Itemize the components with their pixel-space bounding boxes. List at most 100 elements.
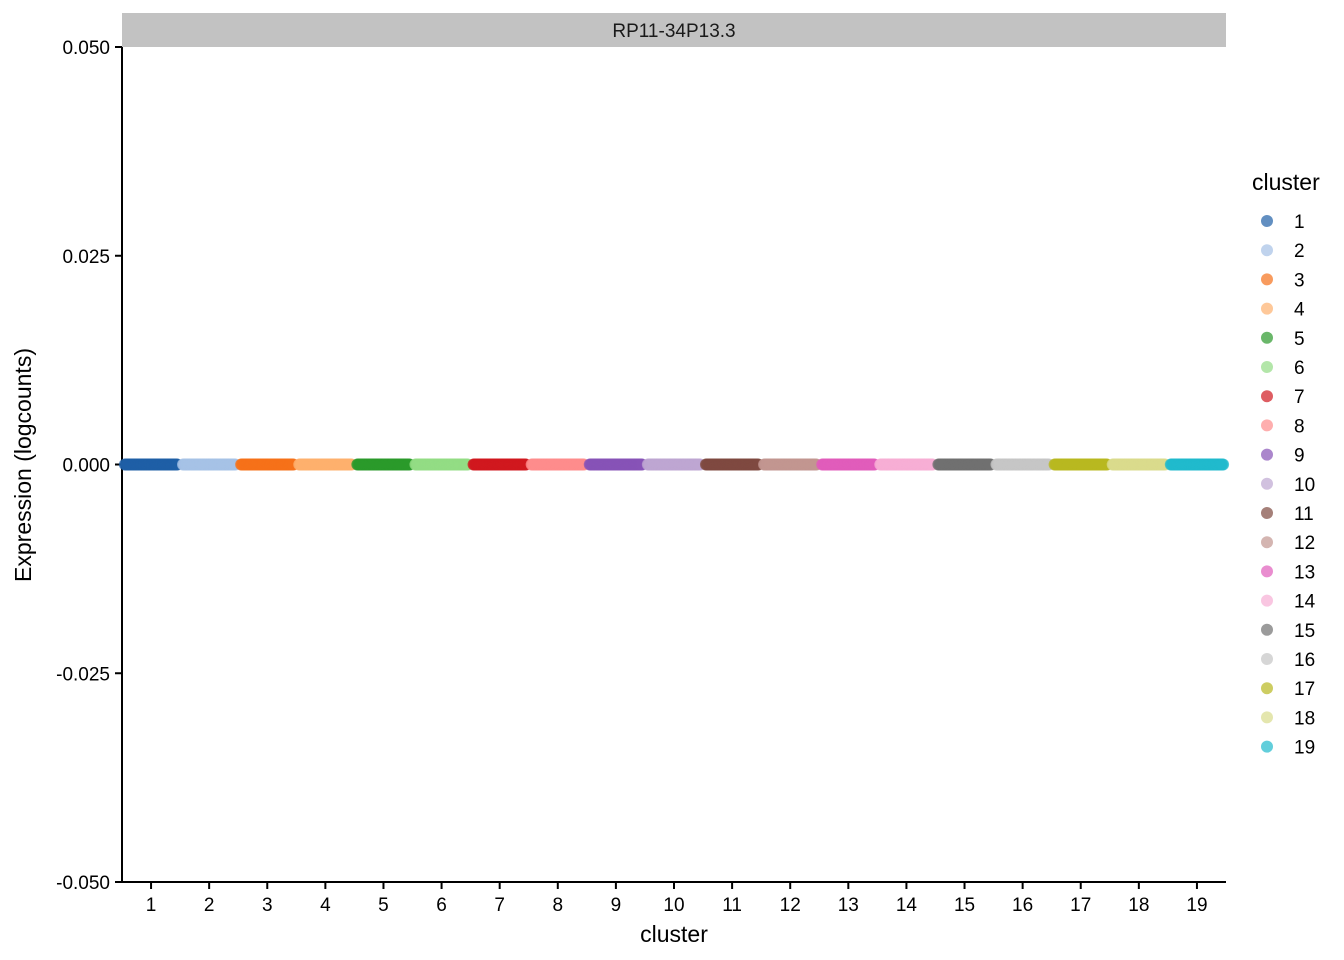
x-tick-label: 4 <box>320 895 331 916</box>
cluster-points-17 <box>1048 458 1113 471</box>
legend-item-8: 8 <box>1261 416 1305 437</box>
legend-label: 1 <box>1294 212 1305 233</box>
legend-swatch <box>1261 419 1273 432</box>
legend-item-16: 16 <box>1261 650 1315 671</box>
x-tick-label: 7 <box>494 895 505 916</box>
cluster-points-7 <box>467 458 532 471</box>
x-tick-label: 17 <box>1070 895 1091 916</box>
legend-item-1: 1 <box>1261 212 1305 233</box>
x-tick-label: 19 <box>1186 895 1207 916</box>
y-axis-ticks: 0.050 0.025 0.000 -0.025 -0.050 <box>56 38 122 894</box>
legend-label: 4 <box>1294 300 1305 321</box>
data-point <box>1217 458 1230 471</box>
legend-item-15: 15 <box>1261 621 1315 642</box>
legend-swatch <box>1261 331 1273 344</box>
legend-label: 14 <box>1294 592 1316 613</box>
legend-swatch <box>1261 623 1273 636</box>
x-tick-label: 13 <box>838 895 859 916</box>
legend-item-7: 7 <box>1261 387 1305 408</box>
cluster-points-6 <box>409 458 474 471</box>
y-axis-title: Expression (logcounts) <box>10 348 36 582</box>
legend-label: 19 <box>1294 738 1315 759</box>
cluster-points-3 <box>235 458 300 471</box>
cluster-points-12 <box>758 458 823 471</box>
legend-swatch <box>1261 361 1273 373</box>
x-tick-label: 6 <box>436 895 447 916</box>
legend-item-9: 9 <box>1261 446 1305 467</box>
cluster-points-4 <box>293 458 358 471</box>
legend-label: 16 <box>1294 650 1315 671</box>
legend-swatch <box>1261 536 1273 549</box>
cluster-points-11 <box>699 458 765 471</box>
legend-item-12: 12 <box>1261 533 1315 554</box>
legend-label: 5 <box>1294 329 1305 350</box>
cluster-points-9 <box>583 458 649 471</box>
legend-item-14: 14 <box>1261 592 1316 613</box>
legend-swatch <box>1261 302 1273 315</box>
x-axis-title: cluster <box>640 921 708 947</box>
legend-label: 13 <box>1294 562 1315 583</box>
x-tick-label: 16 <box>1012 895 1033 916</box>
x-tick-label: 12 <box>780 895 801 916</box>
y-tick-label: 0.050 <box>62 38 110 59</box>
y-tick-label: -0.025 <box>56 664 110 685</box>
legend-swatch <box>1261 390 1273 403</box>
x-tick-label: 18 <box>1128 895 1149 916</box>
legend-label: 18 <box>1294 708 1315 729</box>
legend-title: cluster <box>1252 169 1320 195</box>
legend-item-17: 17 <box>1261 679 1315 700</box>
legend-swatch <box>1261 653 1273 665</box>
cluster-points-14 <box>874 458 939 471</box>
legend-item-3: 3 <box>1261 270 1305 291</box>
legend-swatch <box>1261 565 1273 578</box>
x-tick-label: 10 <box>663 895 684 916</box>
x-tick-label: 2 <box>204 895 215 916</box>
legend-label: 10 <box>1294 475 1315 496</box>
cluster-points-13 <box>816 458 881 471</box>
legend-item-10: 10 <box>1261 475 1315 496</box>
legend-label: 9 <box>1294 446 1305 467</box>
legend-item-18: 18 <box>1261 708 1315 729</box>
legend-label: 11 <box>1294 504 1314 525</box>
x-tick-label: 11 <box>722 895 742 916</box>
legend-swatch <box>1261 740 1273 753</box>
cluster-points-8 <box>525 458 590 471</box>
legend-swatch <box>1261 448 1273 461</box>
cluster-points-10 <box>641 458 707 471</box>
legend-swatch <box>1261 477 1273 490</box>
legend-label: 15 <box>1294 621 1315 642</box>
legend-swatch <box>1261 711 1273 724</box>
x-tick-label: 1 <box>146 895 157 916</box>
legend-label: 8 <box>1294 416 1305 437</box>
cluster-points-18 <box>1106 458 1171 471</box>
x-tick-label: 14 <box>896 895 918 916</box>
legend-swatch <box>1261 682 1273 695</box>
legend-swatch <box>1261 244 1273 257</box>
legend-label: 7 <box>1294 387 1305 408</box>
legend-label: 3 <box>1294 270 1305 291</box>
x-tick-label: 15 <box>954 895 975 916</box>
legend-label: 2 <box>1294 241 1305 262</box>
x-tick-label: 3 <box>262 895 273 916</box>
facet-strip <box>122 13 1226 47</box>
cluster-points-19 <box>1164 458 1230 471</box>
legend-item-2: 2 <box>1261 241 1305 262</box>
legend-label: 12 <box>1294 533 1315 554</box>
y-tick-label: 0.000 <box>62 456 110 477</box>
x-tick-label: 5 <box>378 895 389 916</box>
cluster-points-15 <box>932 458 997 471</box>
legend-item-13: 13 <box>1261 562 1315 583</box>
legend-item-5: 5 <box>1261 329 1305 350</box>
data-points <box>118 458 1230 471</box>
x-axis-ticks: 1 2 3 4 5 6 7 8 9 10 11 12 13 14 15 16 17 18 19 <box>146 882 1208 916</box>
legend-label: 6 <box>1294 358 1305 379</box>
cluster-points-16 <box>990 458 1055 471</box>
legend-item-19: 19 <box>1261 738 1315 759</box>
legend-item-6: 6 <box>1261 358 1305 379</box>
y-tick-label: 0.025 <box>62 247 110 268</box>
legend-swatch <box>1261 273 1273 286</box>
x-tick-label: 8 <box>553 895 564 916</box>
x-tick-label: 9 <box>611 895 622 916</box>
